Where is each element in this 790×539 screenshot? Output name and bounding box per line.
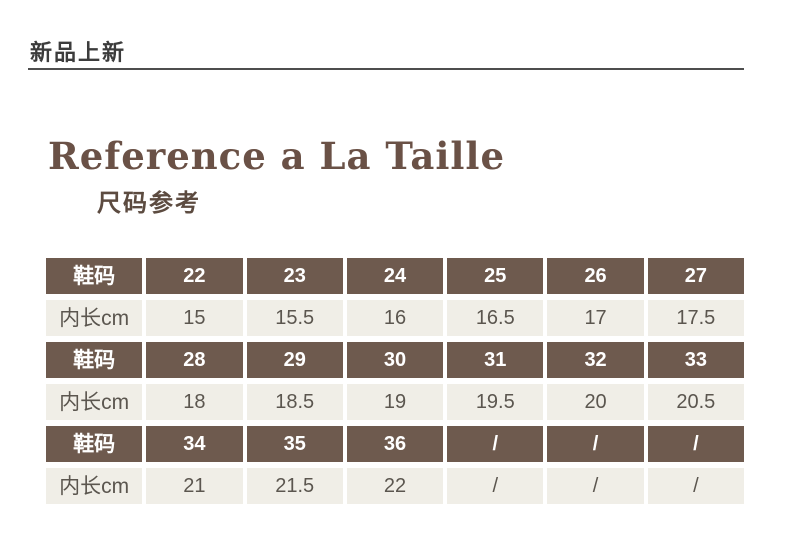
size-value-cell: 29 <box>246 342 343 378</box>
header-rule <box>28 68 744 70</box>
size-value-cell: 22 <box>146 258 243 294</box>
length-value-cell: 18 <box>146 384 243 420</box>
length-row-label-cell: 内长cm <box>46 300 143 336</box>
table-row: 内长cm 18 18.5 19 19.5 20 20.5 <box>46 384 744 420</box>
size-row-label-cell: 鞋码 <box>46 426 143 462</box>
length-value-cell: 17.5 <box>647 300 744 336</box>
size-value-cell: 27 <box>647 258 744 294</box>
size-value-cell: 28 <box>146 342 243 378</box>
length-value-cell: 20.5 <box>647 384 744 420</box>
length-value-cell: / <box>547 468 644 504</box>
size-value-cell: / <box>547 426 644 462</box>
length-value-cell: 15 <box>146 300 243 336</box>
page-title: Reference a La Taille <box>48 134 506 178</box>
size-value-cell: 36 <box>346 426 444 462</box>
table-row: 内长cm 15 15.5 16 16.5 17 17.5 <box>46 300 744 336</box>
size-value-cell: 34 <box>146 426 243 462</box>
length-value-cell: 21 <box>146 468 243 504</box>
size-value-cell: 25 <box>447 258 544 294</box>
length-value-cell: 18.5 <box>246 384 343 420</box>
size-value-cell: 35 <box>246 426 343 462</box>
length-value-cell: 21.5 <box>246 468 343 504</box>
size-value-cell: / <box>447 426 544 462</box>
size-value-cell: 33 <box>647 342 744 378</box>
length-value-cell: 17 <box>547 300 644 336</box>
length-value-cell: 16.5 <box>447 300 544 336</box>
length-value-cell: 15.5 <box>246 300 343 336</box>
length-value-cell: / <box>447 468 544 504</box>
size-value-cell: 30 <box>346 342 444 378</box>
table-row: 内长cm 21 21.5 22// / <box>46 468 744 504</box>
length-value-cell: 19 <box>346 384 444 420</box>
length-value-cell: / <box>647 468 744 504</box>
size-value-cell: 32 <box>547 342 644 378</box>
size-value-cell: 31 <box>447 342 544 378</box>
size-value-cell: / <box>647 426 744 462</box>
size-value-cell: 24 <box>346 258 444 294</box>
size-value-cell: 23 <box>246 258 343 294</box>
page-subtitle: 尺码参考 <box>97 190 201 217</box>
length-row-label-cell: 内长cm <box>46 384 143 420</box>
size-table: 鞋码 22 23 24 25 26 27 内长cm 15 15.5 16 16.5 17 17.5 鞋码 28… <box>46 258 744 504</box>
length-value-cell: 22 <box>346 468 444 504</box>
table-row: 鞋码 34 35 36// / <box>46 426 744 462</box>
length-value-cell: 19.5 <box>447 384 544 420</box>
length-value-cell: 20 <box>547 384 644 420</box>
size-row-label-cell: 鞋码 <box>46 342 143 378</box>
banner-text: 新品上新 <box>30 40 127 65</box>
length-row-label-cell: 内长cm <box>46 468 143 504</box>
size-value-cell: 26 <box>547 258 644 294</box>
table-row: 鞋码 28 29 30 31 32 33 <box>46 342 744 378</box>
table-row: 鞋码 22 23 24 25 26 27 <box>46 258 744 294</box>
size-row-label-cell: 鞋码 <box>46 258 143 294</box>
length-value-cell: 16 <box>346 300 444 336</box>
